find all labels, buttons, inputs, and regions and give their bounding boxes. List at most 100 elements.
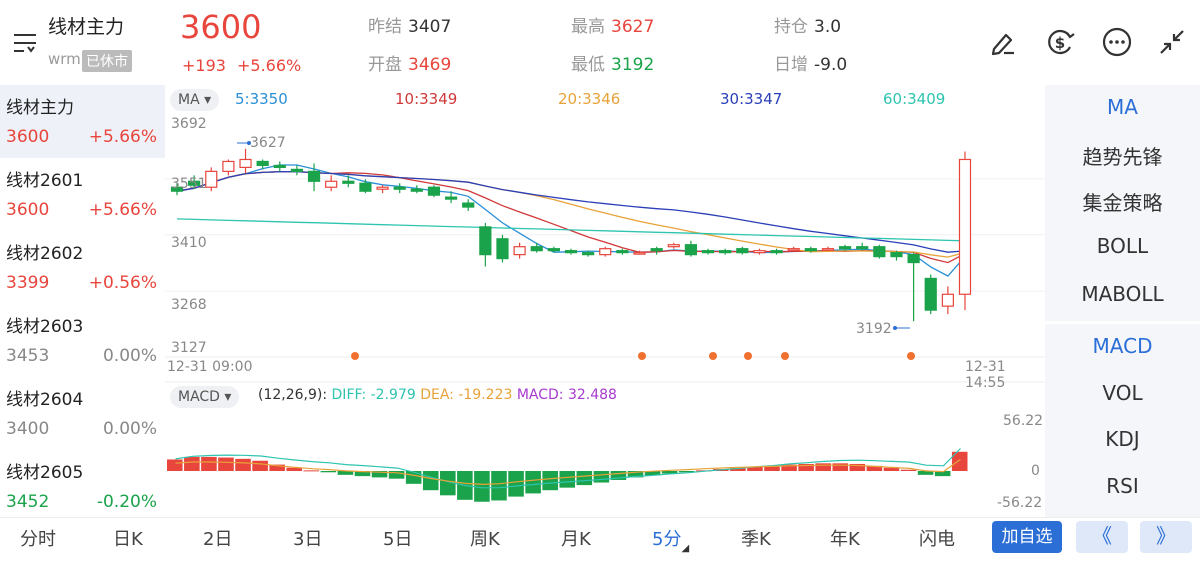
contract-item-2601[interactable]: 线材2601 3600 +5.66% [0, 158, 165, 231]
macd-bar [201, 456, 217, 471]
period-flash[interactable]: 闪电 [919, 529, 955, 550]
indicator-macd[interactable]: MACD [1092, 334, 1153, 358]
candle-body [719, 250, 732, 254]
macd-bar [764, 465, 780, 471]
contract-item-2603[interactable]: 线材2603 3453 0.00% [0, 304, 165, 377]
stat-value: 3407 [408, 17, 452, 37]
ma-selector[interactable]: MA ▾ [170, 89, 220, 111]
signal-dot [781, 352, 789, 360]
indicator-maboll[interactable]: MABOLL [1081, 282, 1164, 306]
contract-item-main[interactable]: 线材主力 3600 +5.66% [0, 85, 165, 158]
macd-bar [405, 471, 422, 484]
ma10-value: 10:3349 [395, 90, 458, 108]
candle-body [907, 254, 920, 264]
signal-dot [744, 352, 752, 360]
contract-pct: -0.20% [96, 492, 157, 512]
stat-value: 3.0 [814, 17, 842, 37]
ma60-value: 60:3409 [883, 90, 946, 108]
signal-dot [638, 352, 646, 360]
candle-body [222, 160, 235, 172]
macd-bar [678, 471, 695, 473]
collapse-icon[interactable] [1155, 25, 1189, 59]
stat-open-interest: 持仓 3.0 [774, 12, 841, 37]
period-month[interactable]: 月K [561, 529, 591, 550]
candle-body [359, 182, 372, 192]
kline-chart[interactable]: MA ▾ 5:3350 10:3349 20:3346 30:3347 60:3… [165, 85, 1045, 517]
stat-open: 开盘 3469 [368, 50, 451, 75]
contract-item-2605[interactable]: 线材2605 3452 -0.20% [0, 450, 165, 523]
indicator-boll[interactable]: BOLL [1096, 234, 1149, 258]
next-button[interactable]: 》 [1140, 521, 1192, 553]
period-5min[interactable]: 5分◢ [652, 525, 689, 554]
candle-body [804, 248, 817, 252]
y-tick: 3410 [171, 235, 207, 251]
period-2day[interactable]: 2日 [203, 529, 233, 550]
contract-price: 3400 [6, 419, 50, 439]
period-year[interactable]: 年K [830, 529, 860, 550]
period-3day[interactable]: 3日 [293, 529, 323, 550]
contract-name: 线材2602 [6, 244, 84, 264]
contract-name: 线材主力 [6, 98, 74, 118]
indicator-ma[interactable]: MA [1107, 95, 1138, 119]
ma-line-30 [176, 170, 966, 253]
period-quarter[interactable]: 季K [741, 529, 771, 550]
contract-item-2604[interactable]: 线材2604 3400 0.00% [0, 377, 165, 450]
kline-svg [165, 141, 1045, 502]
draw-icon[interactable] [986, 25, 1020, 59]
period-timeshare[interactable]: 分时 [20, 529, 56, 550]
last-price: 3600 [180, 8, 262, 46]
candle-body [770, 250, 783, 254]
macd-bar [934, 471, 951, 477]
indicator-fund[interactable]: 集金策略 [1082, 191, 1163, 215]
period-day[interactable]: 日K [113, 529, 143, 550]
macd-tick: -56.22 [997, 495, 1043, 511]
indicator-vol[interactable]: VOL [1102, 381, 1143, 405]
y-tick: 3551 [171, 176, 207, 192]
candle-body [325, 180, 338, 188]
price-change-pct: +5.66% [237, 56, 302, 75]
period-5day[interactable]: 5日 [383, 529, 413, 550]
period-week[interactable]: 周K [470, 529, 500, 550]
dea-value: DEA: -19.223 [420, 387, 513, 403]
stat-value: 3627 [611, 17, 655, 37]
contract-pct: +5.66% [88, 127, 157, 147]
macd-bar [354, 471, 371, 477]
stat-daily-change: 日增 -9.0 [774, 50, 847, 75]
indicator-trend[interactable]: 趋势先锋 [1082, 145, 1163, 169]
candle-body [205, 170, 218, 188]
signal-dot [351, 352, 359, 360]
macd-bar [491, 471, 507, 501]
candle-body [838, 246, 852, 250]
contract-price: 3453 [6, 346, 50, 366]
candle-body [188, 180, 201, 186]
price-change: +193 [182, 56, 226, 75]
low-marker-dot [893, 326, 897, 330]
macd-bar [747, 466, 763, 471]
macd-bar [525, 471, 541, 494]
menu-icon[interactable] [12, 30, 40, 56]
low-marker: 3192 [856, 321, 892, 337]
candle-body [787, 248, 800, 251]
indicator-rsi[interactable]: RSI [1106, 474, 1139, 498]
period-5min-label: 5分 [652, 529, 682, 550]
currency-icon[interactable]: $ [1043, 25, 1077, 59]
status-badge: 已休市 [82, 50, 132, 72]
prev-button[interactable]: 《 [1076, 521, 1128, 553]
macd-selector[interactable]: MACD ▾ [170, 386, 240, 408]
ma-line-20 [176, 170, 966, 258]
more-icon[interactable] [1100, 25, 1134, 59]
candle-body [684, 244, 698, 256]
indicator-kdj[interactable]: KDJ [1105, 427, 1140, 451]
macd-bar [508, 471, 524, 497]
ma20-value: 20:3346 [558, 90, 621, 108]
candle-body [376, 186, 389, 190]
add-watchlist-button[interactable]: 加自选 [992, 521, 1062, 553]
y-tick: 3127 [171, 340, 207, 356]
contract-item-2602[interactable]: 线材2602 3399 +0.56% [0, 231, 165, 304]
ma-selector-label: MA [178, 92, 200, 108]
candle-body [958, 158, 972, 295]
stat-label: 开盘 [368, 55, 402, 75]
stat-prev-settle: 昨结 3407 [368, 12, 451, 37]
macd-param-text: (12,26,9): [258, 387, 328, 403]
high-marker-dot [247, 141, 251, 145]
